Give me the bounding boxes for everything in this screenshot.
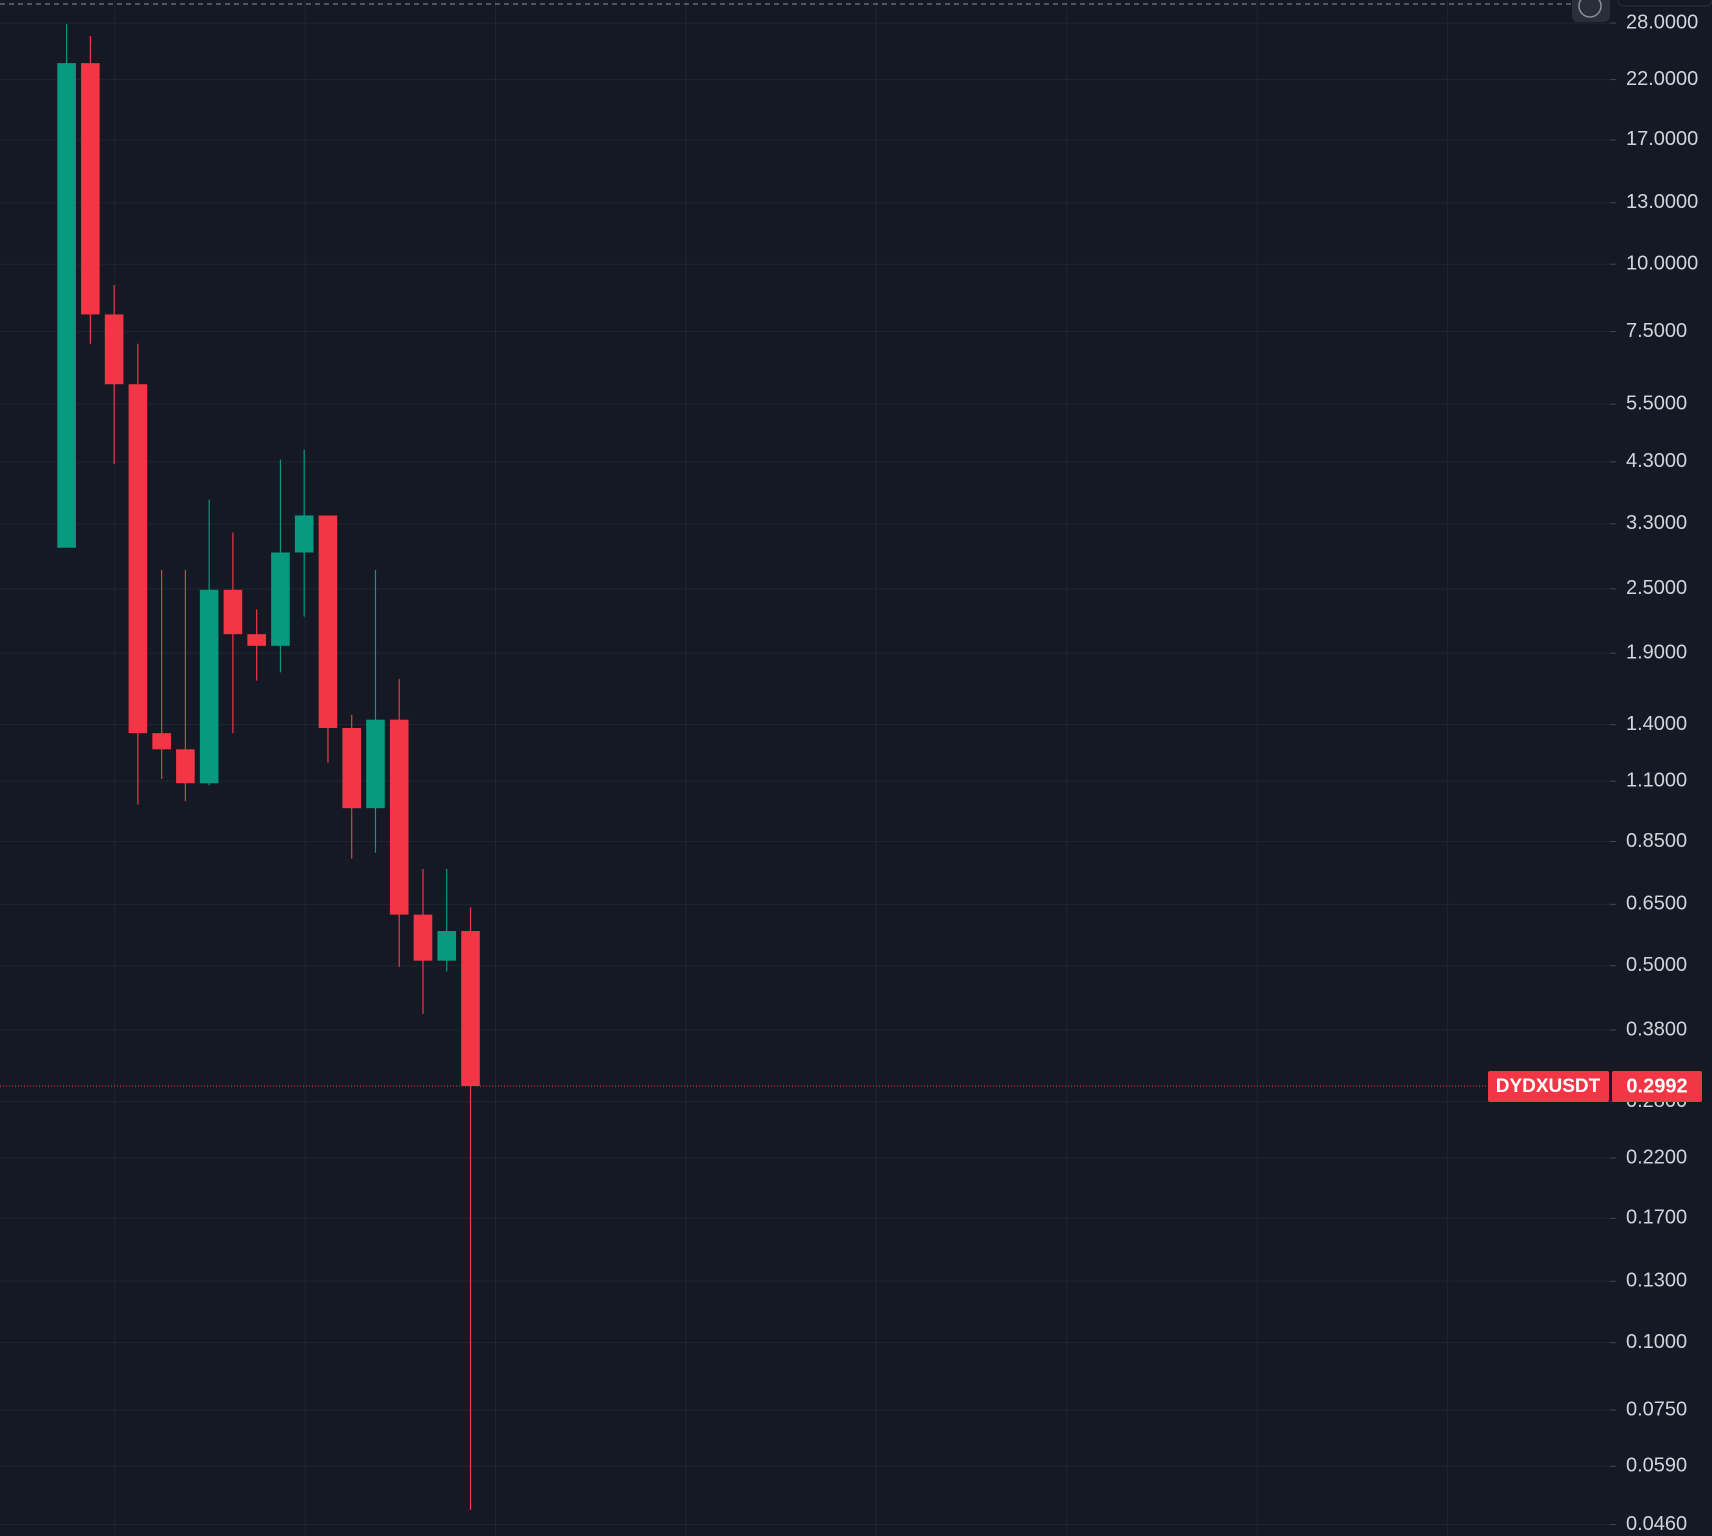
toolbar-button[interactable]: [1572, 0, 1610, 22]
y-tick-label: 13.0000: [1626, 191, 1698, 213]
y-tick-label: 1.9000: [1626, 641, 1687, 663]
y-tick-label: 0.0460: [1626, 1513, 1687, 1535]
candle-body: [366, 719, 385, 809]
candle-body: [152, 733, 171, 750]
toolbar-icon: [1578, 0, 1602, 18]
time-grid: [114, 0, 1449, 1536]
price-label-bg: [1612, 1071, 1702, 1103]
symbol-label-bg: [1488, 1071, 1609, 1103]
y-tick-label: 0.8500: [1626, 830, 1687, 852]
y-tick-label: 0.1000: [1626, 1331, 1687, 1353]
candle-body: [342, 728, 362, 809]
candle-body: [461, 931, 480, 1087]
y-tick-label: 0.5000: [1626, 954, 1687, 976]
candle-body: [294, 515, 314, 553]
candle-body: [318, 515, 338, 729]
y-tick-label: 10.0000: [1626, 252, 1698, 274]
candle-body: [271, 552, 290, 646]
symbol-label: DYDXUSDT: [1496, 1076, 1601, 1097]
y-tick-label: 0.1300: [1626, 1270, 1687, 1292]
price-label: 0.2992: [1626, 1075, 1687, 1097]
candle-body: [199, 589, 219, 784]
y-tick-label: 0.3800: [1626, 1018, 1687, 1040]
toolbar-button[interactable]: [1617, 0, 1712, 7]
candle-body: [57, 63, 76, 548]
y-tick-label: 0.0590: [1626, 1455, 1687, 1477]
candle-body: [247, 634, 266, 646]
candle-body: [413, 914, 433, 961]
y-tick-label: 22.0000: [1626, 68, 1698, 90]
y-tick-label: 2.5000: [1626, 577, 1687, 599]
y-tick-label: 0.2200: [1626, 1146, 1687, 1168]
candle-body: [389, 719, 409, 915]
candle-body: [223, 589, 243, 635]
y-tick-label: 5.5000: [1626, 392, 1687, 414]
y-tick-label: 4.3000: [1626, 450, 1687, 472]
y-tick-label: 0.1700: [1626, 1207, 1687, 1229]
y-tick-label: 1.4000: [1626, 713, 1687, 735]
y-tick-label: 0.6500: [1626, 893, 1687, 915]
candle-body: [104, 314, 124, 385]
y-tick-label: 28.0000: [1626, 11, 1698, 33]
y-tick-label: 7.5000: [1626, 320, 1687, 342]
candle-body: [128, 384, 148, 734]
candle-body: [81, 63, 100, 315]
y-tick-label: 3.3000: [1626, 512, 1687, 534]
y-tick-label: 1.1000: [1626, 769, 1687, 791]
candle-body: [437, 931, 457, 961]
y-tick-label: 0.0750: [1626, 1398, 1687, 1420]
y-tick-label: 17.0000: [1626, 128, 1698, 150]
candle-body: [176, 749, 195, 784]
